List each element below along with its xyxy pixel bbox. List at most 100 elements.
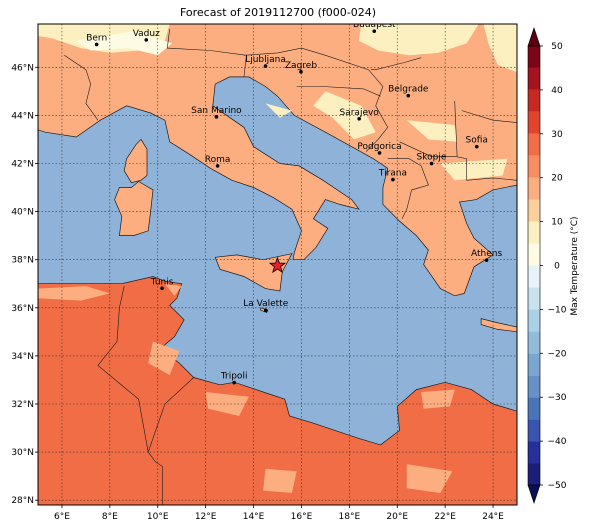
city-label: Tirana	[378, 169, 407, 179]
colorbar-bin	[528, 309, 540, 332]
x-tick-label: 24°E	[482, 512, 504, 522]
x-tick-label: 20°E	[386, 512, 408, 522]
rhodope-patch	[440, 158, 508, 181]
y-tick-label: 38°N	[11, 256, 34, 266]
city-marker	[263, 308, 268, 312]
x-tick-label: 8°E	[102, 512, 118, 522]
x-tick-label: 14°E	[243, 512, 265, 522]
border-line	[454, 100, 458, 157]
colorbar-bin	[528, 89, 540, 112]
alpine-snow-patch	[76, 31, 173, 56]
colorbar-tick-label: 0	[554, 262, 560, 272]
colorbar-bin	[528, 221, 540, 244]
y-tick-label: 44°N	[11, 111, 34, 121]
colorbar-bin	[528, 67, 540, 90]
dinaric-patch	[313, 91, 376, 140]
city-marker	[357, 116, 361, 121]
colorbar-tick-label: 30	[551, 130, 563, 140]
tunisia-warm-patch	[148, 341, 180, 376]
colorbar-bin	[528, 155, 540, 178]
border-line	[166, 28, 247, 77]
colorbar-bin	[528, 331, 540, 354]
colorbar-tick-label: −10	[548, 305, 567, 315]
colorbar-tick-label: −20	[548, 349, 567, 359]
city-label: Skopje	[417, 152, 447, 162]
serbian-highland-patch	[406, 120, 458, 142]
colorbar-tick-label: −50	[548, 481, 567, 491]
velebit-patch	[265, 103, 292, 118]
y-tick-label: 46°N	[11, 63, 34, 73]
city-marker	[406, 93, 411, 98]
colorbar-over-arrow	[527, 27, 541, 47]
city-marker	[391, 177, 395, 182]
colorbar-tick-label: 10	[551, 218, 563, 228]
city-label: Zagreb	[285, 61, 317, 71]
border-line	[461, 110, 517, 123]
colorbar-bin	[528, 111, 540, 134]
city-marker	[160, 286, 164, 291]
graticule	[38, 24, 517, 505]
border-line	[370, 57, 422, 70]
colorbar-bin	[528, 375, 540, 398]
city-label: Roma	[205, 155, 231, 165]
x-tick-label: 22°E	[434, 512, 456, 522]
city-label: La Valette	[243, 299, 288, 309]
y-tick-label: 40°N	[11, 208, 34, 218]
colorbar-under-arrow	[527, 484, 541, 504]
city-marker	[474, 144, 479, 149]
x-tick-label: 18°E	[339, 512, 361, 522]
sardinia-island	[114, 181, 154, 236]
y-tick-label: 36°N	[11, 304, 34, 314]
border-line	[296, 86, 381, 97]
x-tick-label: 10°E	[147, 512, 169, 522]
city-marker	[429, 161, 434, 166]
colorbar-bin	[528, 441, 540, 464]
colorbar-tick-label: 40	[551, 86, 563, 96]
colorbar-tick-label: −30	[548, 393, 567, 403]
city-marker	[377, 151, 382, 155]
city-marker	[299, 70, 303, 74]
city-label: Bern	[86, 33, 107, 43]
colorbar-label: Max Temperature (°C)	[570, 216, 580, 315]
border-line	[64, 55, 99, 121]
city-marker	[372, 29, 377, 34]
y-tick-label: 30°N	[11, 448, 34, 458]
crete-island	[480, 318, 517, 333]
city-label: Sarajevo	[340, 108, 380, 118]
y-tick-label: 28°N	[11, 496, 34, 506]
city-label: Vaduz	[133, 29, 160, 39]
carpathian-patch	[483, 24, 517, 73]
cap-bon-patch	[164, 283, 182, 296]
x-tick-label: 16°E	[291, 512, 313, 522]
border-line	[387, 158, 429, 219]
libya-inland-patch	[263, 468, 297, 493]
city-marker	[94, 42, 99, 47]
city-label: Budapest	[353, 20, 396, 30]
colorbar-bin	[528, 463, 540, 485]
y-tick-label: 42°N	[11, 159, 34, 169]
colorbar-bin	[528, 199, 540, 222]
corsica-island	[123, 138, 148, 184]
city-label: Ljubljana	[245, 55, 286, 65]
y-tick-label: 34°N	[11, 352, 34, 362]
city-label: Tripoli	[220, 372, 248, 382]
city-label: Podgorica	[357, 142, 401, 152]
border-line	[97, 286, 163, 505]
colorbar-bin	[528, 419, 540, 442]
pannonian-patch	[358, 24, 479, 56]
map-title: Forecast of 2019112700 (f000-024)	[179, 6, 377, 19]
location-star-marker	[268, 256, 287, 274]
colorbar-bin	[528, 133, 540, 156]
border-line	[243, 47, 389, 152]
x-tick-label: 12°E	[195, 512, 217, 522]
colorbar-bin	[528, 243, 540, 266]
colorbar-bin	[528, 265, 540, 288]
cyrenaica-patch	[421, 389, 455, 409]
border-line	[399, 141, 517, 181]
city-label: Tunis	[150, 277, 174, 287]
colorbar-tick-label: 20	[551, 174, 563, 184]
north-africa-mild-patch	[38, 286, 110, 301]
city-label: Belgrade	[388, 85, 429, 95]
colorbar-bin	[528, 353, 540, 376]
colorbar-bin	[528, 46, 540, 68]
